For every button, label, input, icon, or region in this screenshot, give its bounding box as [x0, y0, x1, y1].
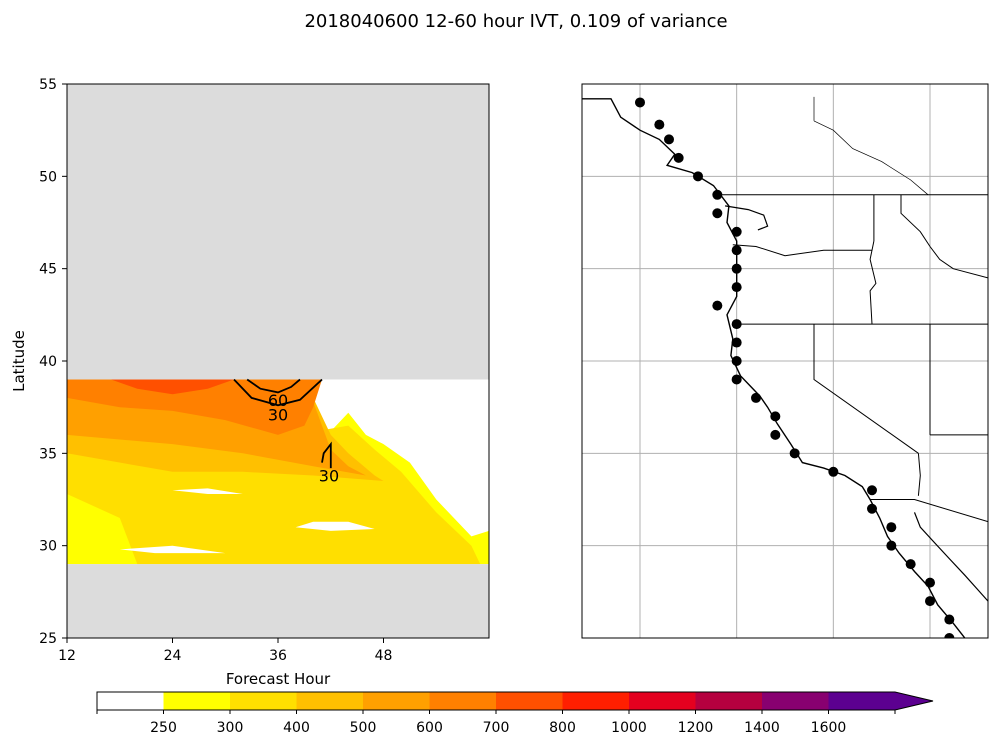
colorbar-tick-label: 600 [416, 720, 443, 736]
map-frame [581, 83, 989, 639]
station-marker [925, 577, 935, 588]
station-marker [789, 448, 800, 459]
colorbar-segment [363, 692, 430, 710]
y-tick-label: 40 [39, 354, 57, 370]
state-border [869, 250, 877, 325]
plot-frame [66, 83, 490, 639]
state-border [917, 453, 921, 496]
station-marker [944, 633, 955, 638]
y-tick-label: 30 [39, 539, 57, 555]
x-tick-label: 36 [269, 648, 287, 664]
station-marker [828, 466, 839, 477]
colorbar-tick-label: 500 [350, 720, 377, 736]
station-marker [731, 356, 742, 366]
x-tick-label: 24 [164, 648, 182, 664]
filled-contour-600 [67, 379, 322, 435]
colorbar-tick-label: 800 [549, 720, 576, 736]
station-marker [731, 226, 742, 237]
colorbar: 250 300 400 500 600 700 800 1000 1200 1400 1600 [96, 691, 934, 736]
station-marker [712, 300, 723, 311]
station-marker [770, 411, 781, 422]
y-tick-label: 50 [39, 169, 57, 185]
colorbar-outline [96, 691, 934, 711]
colorbar-segment [230, 692, 297, 710]
colorbar-extend-arrow [828, 692, 933, 710]
no-data-band [67, 84, 489, 380]
puget-sound-coast [725, 205, 769, 231]
x-tick-label: 12 [58, 648, 76, 664]
gulf-of-california-coast [913, 512, 988, 602]
station-marker [886, 522, 897, 533]
y-tick-label: 45 [39, 262, 57, 278]
x-axis-label: Forecast Hour [226, 670, 331, 688]
station-marker [770, 429, 781, 440]
colorbar-segment [496, 692, 563, 710]
colorbar-segment [629, 692, 696, 710]
colorbar-segment [562, 692, 629, 710]
y-tick-label: 55 [39, 77, 57, 93]
colorbar-tick-label: 1000 [611, 720, 647, 736]
station-marker [731, 374, 742, 385]
station-marker [867, 485, 877, 496]
station-marker [731, 245, 742, 256]
station-marker [867, 503, 877, 514]
x-tick-label: 48 [375, 648, 393, 664]
station-marker [925, 596, 935, 607]
province-border [813, 120, 929, 196]
station-marker [886, 540, 897, 551]
contour-line [233, 378, 323, 407]
contour-label: 30 [319, 466, 339, 485]
low-value-gap [119, 545, 226, 554]
station-marker [712, 208, 723, 219]
y-axis-label: Latitude [10, 330, 28, 392]
station-marker [712, 189, 723, 200]
state-border [813, 324, 919, 454]
colorbar-segment [695, 692, 762, 710]
y-tick-label: 25 [39, 631, 57, 647]
y-tick-label: 35 [39, 446, 57, 462]
filled-contour-700 [111, 379, 234, 395]
station-marker [731, 319, 742, 330]
colorbar-segment [296, 692, 363, 710]
colorbar-tick-label: 1200 [678, 720, 714, 736]
station-marker [673, 152, 684, 163]
contour-label: 60 [268, 391, 288, 410]
state-border [732, 240, 875, 257]
station-marker [905, 559, 916, 570]
no-data-band [67, 564, 489, 638]
colorbar-tick-label: 300 [217, 720, 244, 736]
colorbar-segment [429, 692, 496, 710]
station-map [581, 83, 989, 639]
contour-label: 30 [268, 406, 288, 425]
colorbar-tick-label: 400 [283, 720, 310, 736]
state-border [900, 194, 988, 279]
colorbar-segment [163, 692, 230, 710]
colorbar-segment [762, 692, 829, 710]
station-marker [635, 97, 645, 108]
station-marker [664, 134, 674, 145]
station-marker [731, 337, 742, 348]
colorbar-tick-label: 700 [483, 720, 510, 736]
colorbar-tick-label: 250 [150, 720, 177, 736]
station-marker [751, 392, 761, 403]
colorbar-tick-label: 1600 [811, 720, 847, 736]
contour-line [246, 378, 301, 394]
low-value-gap [172, 488, 243, 494]
station-marker [944, 614, 955, 625]
state-border [870, 499, 988, 523]
colorbar-segment [97, 692, 164, 710]
colorbar-tick-label: 1400 [744, 720, 780, 736]
station-marker [731, 263, 742, 274]
station-marker [654, 119, 665, 130]
station-marker [731, 282, 742, 293]
station-marker [693, 171, 703, 182]
contour-line [321, 441, 332, 469]
figure-title: 2018040600 12-60 hour IVT, 0.109 of vari… [304, 11, 727, 32]
low-value-gap [295, 521, 375, 531]
